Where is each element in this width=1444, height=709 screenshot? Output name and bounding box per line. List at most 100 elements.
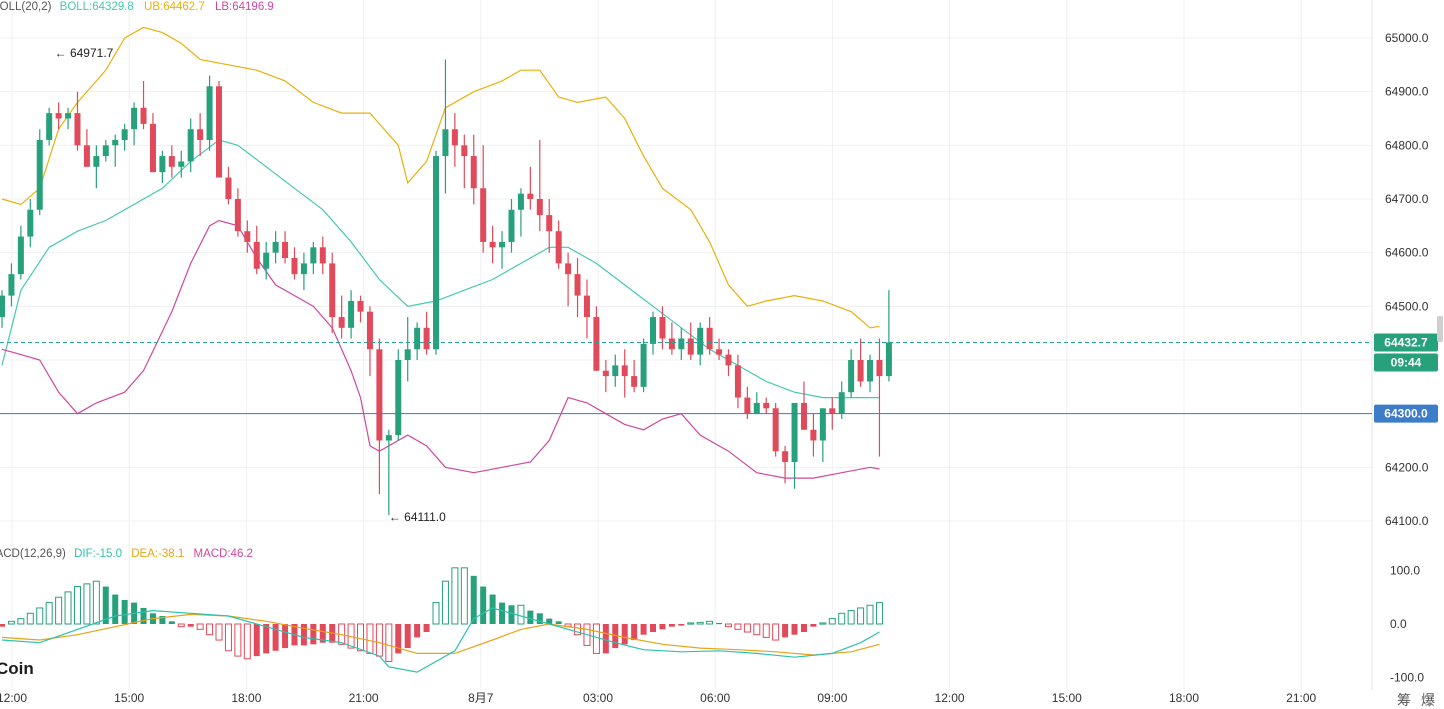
macd-bar	[612, 624, 619, 649]
candle-body	[791, 402, 798, 462]
candle	[838, 381, 845, 420]
macd-bar	[234, 623, 242, 657]
time-tick-label: 18:00	[231, 691, 261, 705]
candle-body	[867, 360, 874, 382]
scroll-handle[interactable]	[1437, 316, 1443, 342]
dea-line	[1, 613, 880, 656]
candle	[659, 306, 666, 350]
macd-bar	[875, 602, 883, 625]
candle	[159, 150, 166, 183]
boll-legend: BOLL(20,2) BOLL:64329.8 UB:64462.7 LB:64…	[0, 1, 274, 13]
candle	[621, 349, 628, 398]
macd-bar	[489, 594, 496, 624]
time-tick-label: 15:00	[1052, 691, 1082, 705]
macd-bar	[734, 623, 742, 630]
macd-bar	[470, 575, 477, 624]
macd-bar	[800, 624, 807, 633]
liquidation-button[interactable]: 爆	[1421, 693, 1435, 709]
candle-body	[366, 311, 373, 350]
macd-legend-dea: DEA:-38.1	[131, 548, 184, 560]
candle-body	[499, 241, 506, 248]
candle	[678, 327, 685, 360]
candle-body	[8, 274, 15, 296]
macd-bar	[640, 624, 647, 635]
candle	[631, 360, 638, 393]
candle-body	[527, 193, 534, 199]
candle-body	[253, 241, 260, 269]
candle-body	[848, 360, 855, 393]
crosshair-tag[interactable]: 64300.0	[1374, 404, 1438, 423]
candle	[489, 225, 496, 264]
candle-body	[385, 435, 392, 441]
candle-body	[650, 317, 657, 344]
candle	[867, 354, 874, 393]
candle-body	[819, 408, 826, 441]
candle	[366, 306, 373, 377]
candle	[197, 113, 204, 157]
candle-body	[508, 209, 515, 242]
candle	[810, 413, 817, 457]
candle-body	[621, 365, 628, 377]
candle	[319, 236, 326, 275]
boll-legend-lb: LB:64196.9	[215, 1, 274, 13]
macd-pane	[0, 567, 883, 673]
macd-bar	[432, 602, 440, 625]
macd-bar	[395, 624, 402, 654]
candle	[499, 231, 506, 269]
candle-body	[319, 247, 326, 264]
candle	[508, 199, 515, 253]
candle	[470, 134, 477, 205]
candle-body	[93, 156, 100, 167]
candle-body	[83, 145, 90, 167]
candle	[404, 317, 411, 382]
candle-body	[263, 252, 270, 269]
macd-bar	[451, 567, 459, 625]
candle-body	[140, 107, 147, 124]
macd-bar	[243, 623, 251, 660]
candle	[650, 311, 657, 355]
candle-body	[716, 349, 723, 355]
candle	[131, 102, 138, 146]
candle-body	[810, 429, 817, 441]
candle	[876, 338, 883, 457]
macd-legend-name: MACD(12,26,9)	[0, 548, 66, 560]
macd-legend-macd: MACD:46.2	[194, 548, 253, 560]
price-tick-label: 64200.0	[1385, 460, 1429, 474]
macd-bar	[536, 613, 543, 624]
macd-bar	[26, 612, 34, 625]
candle-body	[451, 129, 458, 146]
macd-bar	[724, 623, 732, 628]
candle-body	[376, 349, 383, 441]
candle-body	[640, 343, 647, 387]
candle	[338, 295, 345, 339]
time-tick-label: 12:00	[0, 691, 27, 705]
macd-bar	[480, 586, 487, 624]
macd-bar	[187, 624, 194, 627]
candle-body	[206, 86, 213, 140]
candle	[17, 225, 24, 280]
candle-body	[36, 139, 43, 210]
macd-bar	[650, 624, 657, 633]
candle	[527, 166, 534, 210]
candle	[102, 139, 109, 162]
time-axis: 12:00 15:00 18:00 21:00 8月7 03:00 06:00 09:00 12…	[0, 691, 1317, 705]
candle-body	[55, 113, 62, 119]
candle-body	[800, 402, 807, 430]
macd-bar	[92, 580, 100, 625]
candle-body	[857, 360, 864, 382]
candle	[93, 145, 100, 189]
macd-bar	[73, 586, 81, 625]
candle-body	[593, 317, 600, 371]
price-tick-label: 64100.0	[1385, 514, 1429, 528]
price-tick-label: 64800.0	[1385, 138, 1429, 152]
candle	[461, 134, 468, 189]
candle-body	[121, 129, 128, 140]
chip-distribution-button[interactable]: 筹	[1397, 692, 1411, 709]
candle-body	[414, 327, 421, 350]
candle-body	[631, 376, 638, 387]
candle	[848, 349, 855, 398]
price-tick-label: 64900.0	[1385, 85, 1429, 99]
candle	[65, 107, 72, 130]
boll-legend-ub: UB:64462.7	[144, 1, 205, 13]
